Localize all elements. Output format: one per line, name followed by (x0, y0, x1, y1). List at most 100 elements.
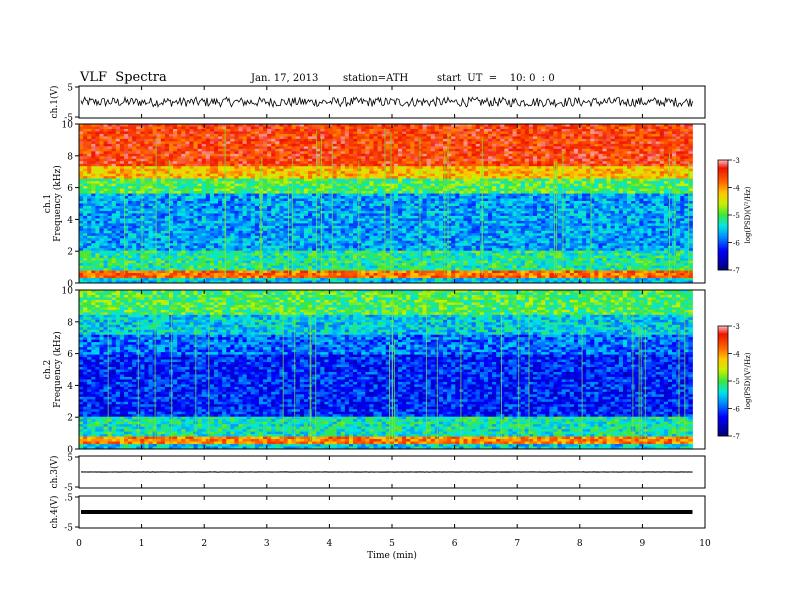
spectrogram-cell (524, 161, 530, 165)
spectrogram-cell (111, 198, 117, 202)
spectrogram-cell (635, 146, 640, 150)
spectrogram-cell (258, 191, 264, 194)
spectrogram-cell (569, 188, 575, 192)
spectrogram-cell (651, 166, 657, 170)
spectrogram-cell (316, 163, 321, 167)
spectrogram-cell (569, 151, 575, 155)
spectrogram-cell (680, 126, 685, 130)
spectrogram-cell (545, 183, 550, 187)
spectrogram-cell (336, 161, 342, 165)
spectrogram-cell (111, 186, 117, 189)
spectrogram-cell (545, 201, 550, 204)
spectrogram-cell (631, 156, 636, 160)
spectrogram-cell (672, 143, 677, 147)
spectrogram-cell (430, 201, 436, 204)
spectrogram-cell (545, 128, 550, 132)
spectrogram-cell (532, 188, 538, 192)
spectrogram-cell (508, 148, 513, 152)
spectrogram-cell (254, 166, 260, 170)
spectrogram-cell (393, 191, 399, 194)
spectrogram-cell (103, 148, 109, 152)
spectrogram-cell (287, 178, 293, 182)
spectrogram-cell (410, 178, 415, 182)
spectrogram-cell (324, 138, 329, 142)
spectrogram-cell (242, 148, 248, 152)
spectrogram-cell (119, 131, 125, 135)
spectrogram-cell (663, 158, 669, 162)
spectrogram-cell (87, 133, 92, 137)
spectrogram-cell (87, 126, 92, 130)
spectrogram-cell (524, 176, 530, 180)
spectrogram-cell (451, 138, 456, 142)
spectrogram-cell (631, 163, 636, 167)
spectrogram-cell (475, 141, 481, 145)
spectrogram-cell (279, 176, 284, 180)
spectrogram-cell (512, 168, 518, 172)
spectrogram-cell (250, 124, 256, 127)
spectrogram-cell (79, 148, 84, 152)
spectrogram-cell (430, 183, 436, 187)
spectrogram-cell (295, 168, 301, 172)
spectrogram-cell (271, 191, 276, 194)
spectrogram-cell (586, 188, 591, 192)
spectrogram-cell (226, 151, 231, 155)
spectrogram-cell (451, 176, 456, 180)
spectrogram-cell (291, 156, 297, 160)
spectrogram-cell (205, 143, 211, 147)
spectrogram-cell (672, 131, 677, 135)
spectrogram-cell (528, 191, 534, 194)
spectrogram-cell (627, 181, 632, 185)
spectrogram-cell (152, 158, 158, 162)
spectrogram-cell (361, 181, 366, 185)
spectrogram-cell (528, 158, 534, 162)
spectrogram-cell (377, 191, 383, 194)
spectrogram-cell (614, 143, 620, 147)
spectrogram-cell (303, 153, 309, 157)
spectrogram-cell (287, 163, 293, 167)
spectrogram-cell (398, 183, 403, 187)
spectrogram-cell (373, 171, 378, 175)
spectrogram-cell (688, 171, 693, 175)
spectrogram-cell (414, 141, 419, 145)
spectrogram-cell (328, 198, 333, 202)
spectrogram-cell (447, 203, 452, 207)
spectrogram-cell (152, 173, 158, 177)
spectrogram-cell (618, 181, 624, 185)
spectrogram-cell (222, 143, 227, 147)
spectrogram-cell (136, 196, 141, 199)
spectrogram-cell (197, 181, 203, 185)
spectrogram-cell (688, 151, 693, 155)
spectrogram-cell (263, 178, 268, 182)
spectrogram-cell (295, 196, 301, 199)
spectrogram-cell (393, 151, 399, 155)
spectrogram-cell (459, 131, 464, 135)
spectrogram-cell (381, 183, 387, 187)
spectrogram-cell (549, 168, 554, 172)
spectrogram-cell (242, 158, 248, 162)
spectrogram-cell (508, 168, 513, 172)
spectrogram-cell (332, 128, 338, 132)
spectrogram-cell (447, 128, 452, 132)
spectrogram-cell (451, 191, 456, 194)
spectrogram-cell (357, 178, 362, 182)
spectrogram-cell (95, 133, 100, 137)
spectrogram-cell (295, 143, 301, 147)
spectrogram-cell (250, 138, 256, 142)
spectrogram-cell (254, 188, 260, 192)
spectrogram-cell (123, 181, 129, 185)
spectrogram-cell (684, 191, 689, 194)
spectrogram-cell (136, 166, 141, 170)
spectrogram-cell (91, 196, 96, 199)
spectrogram-cell (234, 203, 239, 207)
spectrogram-cell (434, 158, 440, 162)
spectrogram-cell (308, 163, 313, 167)
spectrogram-cell (586, 151, 591, 155)
spectrogram-cell (422, 141, 428, 145)
spectrogram-cell (123, 176, 129, 180)
spectrogram-cell (676, 153, 681, 157)
spectrogram-cell (250, 136, 256, 140)
spectrogram-cell (291, 181, 297, 185)
spectrogram-cell (283, 171, 288, 175)
spectrogram-cell (618, 166, 624, 170)
spectrogram-cell (622, 138, 628, 142)
